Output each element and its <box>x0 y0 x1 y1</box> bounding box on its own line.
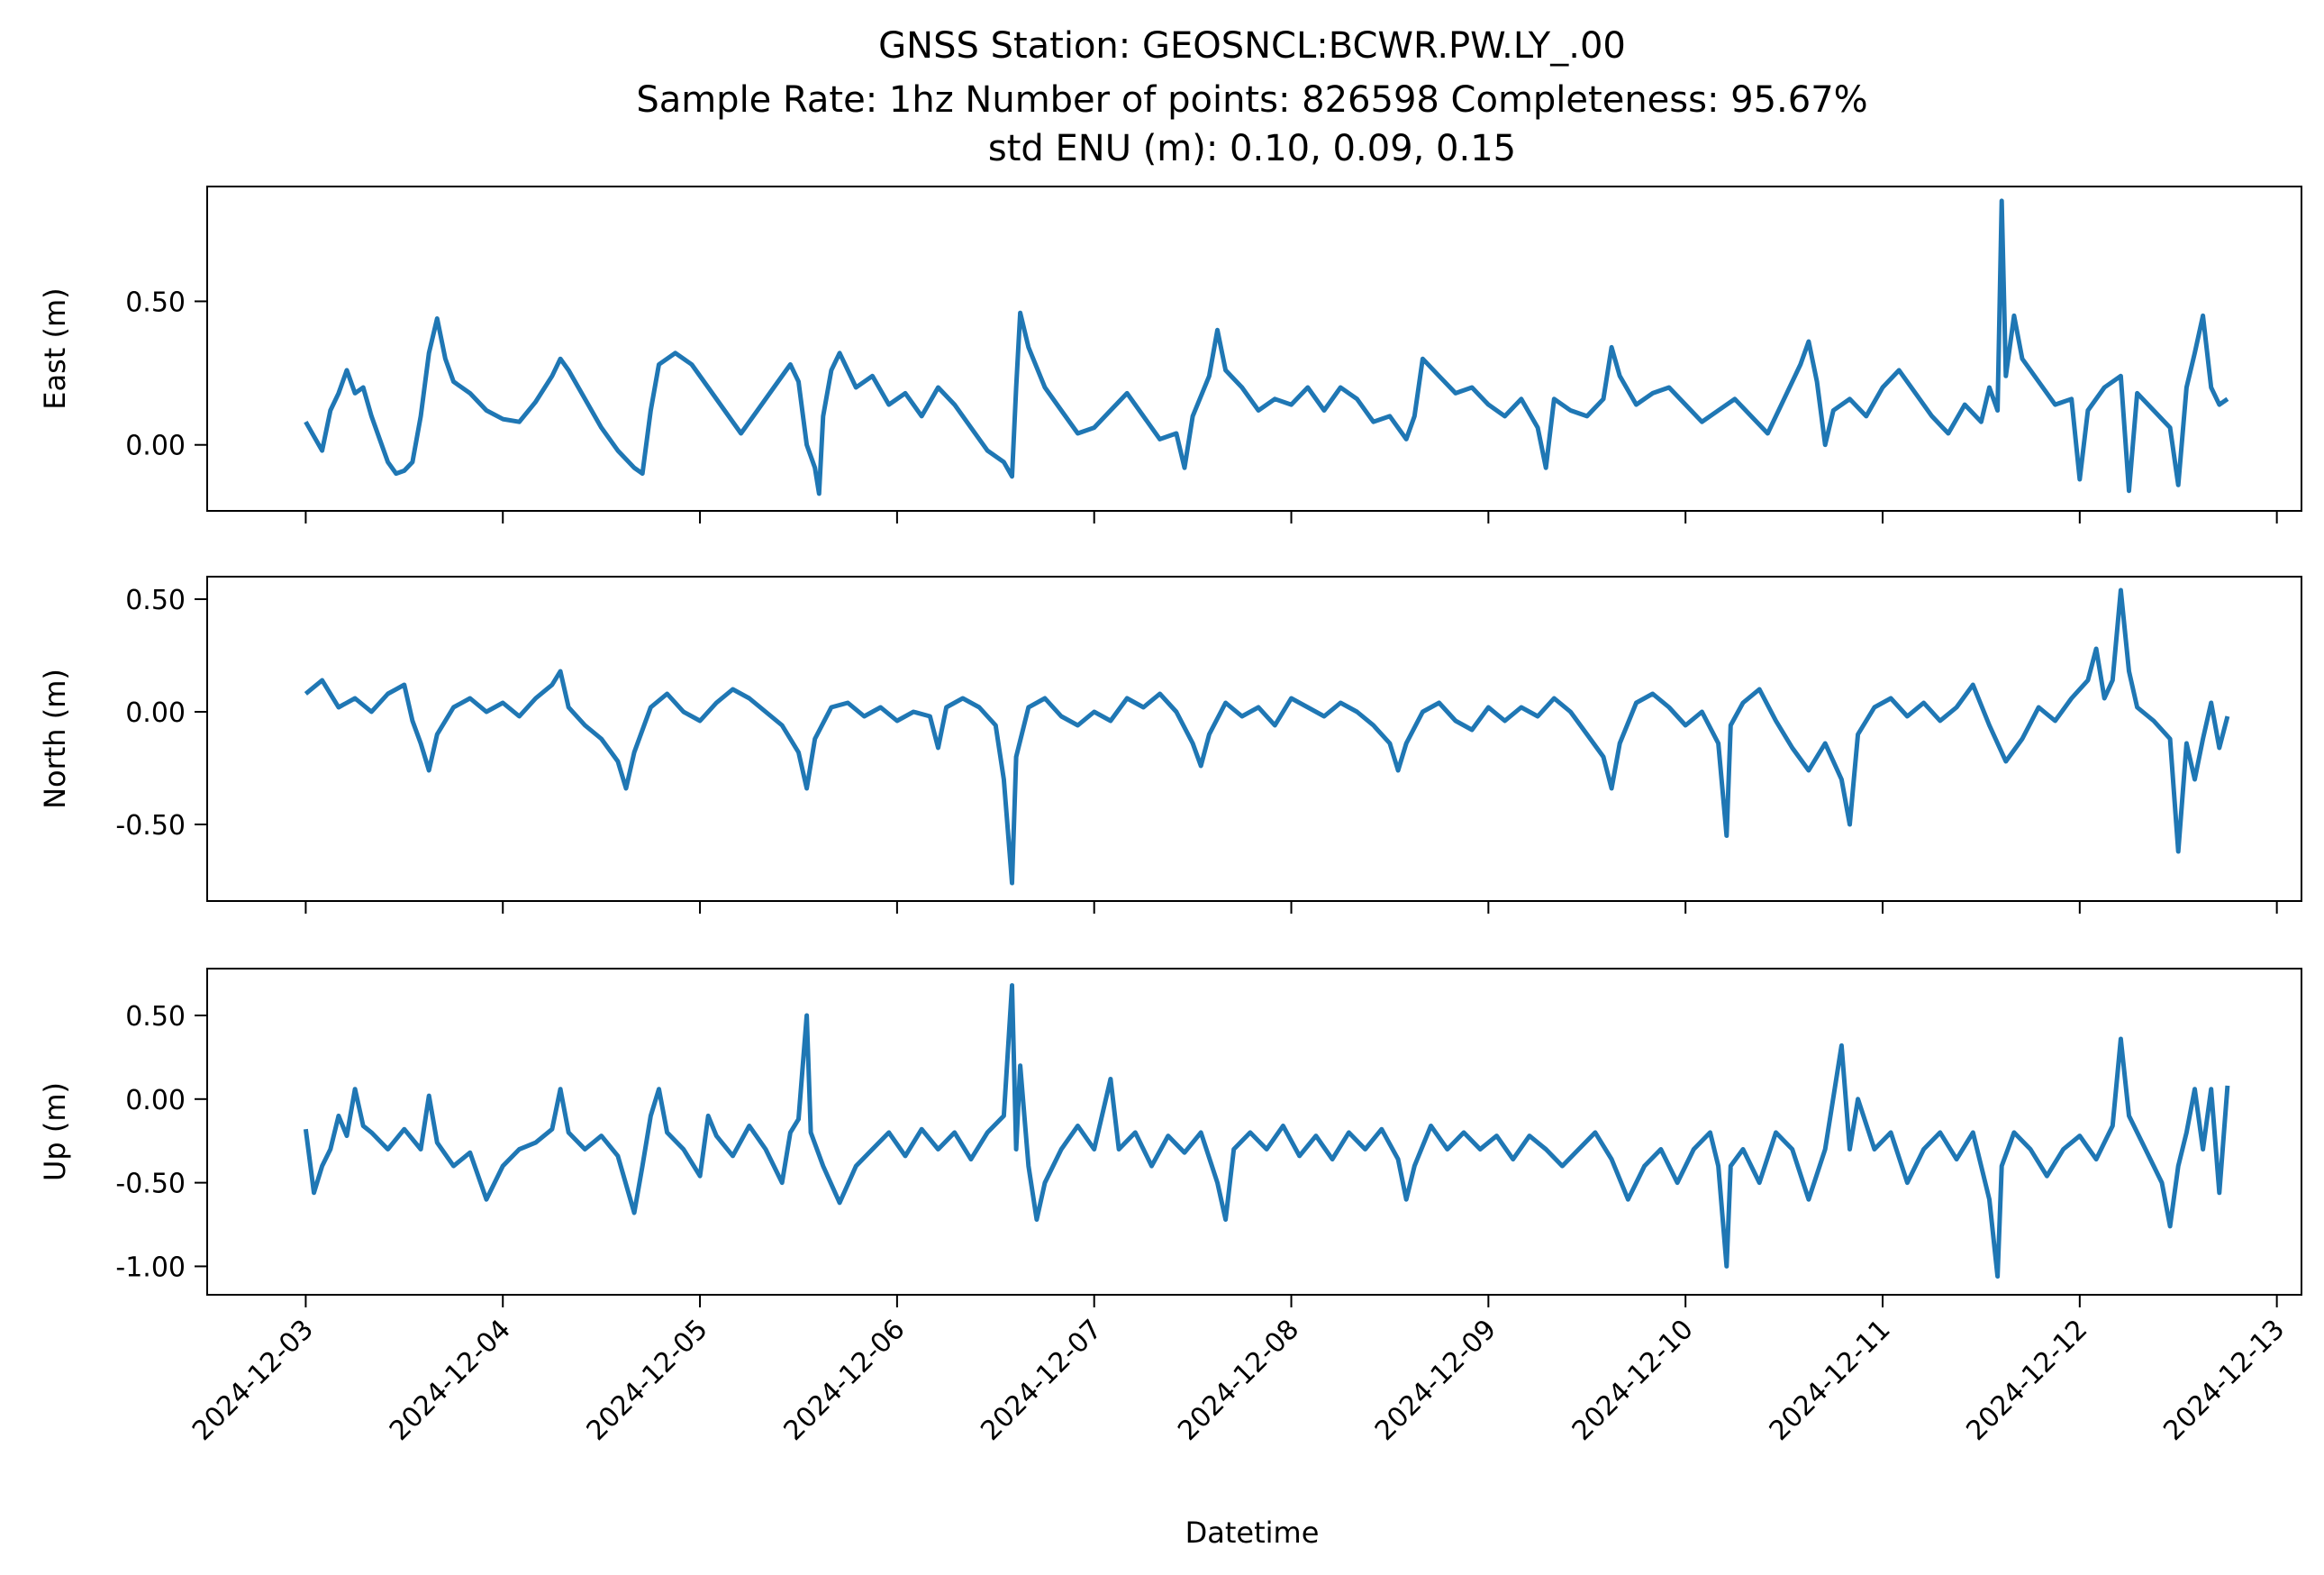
y-tick-label: 0.00 <box>125 1085 186 1116</box>
figure-title: GNSS Station: GEOSNCL:BCWR.PW.LY_.00 Sam… <box>636 25 1867 169</box>
x-tick-label: 2024-12-10 <box>1566 1314 1700 1447</box>
series-line-0 <box>304 198 2229 496</box>
y-tick-label: 0.50 <box>125 287 186 318</box>
x-tick-label: 2024-12-12 <box>1960 1314 2093 1447</box>
title-line-std-enu: std ENU (m): 0.10, 0.09, 0.15 <box>988 128 1516 169</box>
y-tick-label: 0.50 <box>125 1001 186 1033</box>
y-tick-label: 0.50 <box>125 585 186 616</box>
y-tick-label: 0.00 <box>125 697 186 729</box>
x-tick-label: 2024-12-06 <box>777 1314 911 1447</box>
east-panel: East (m) 0.00 0.50 <box>38 186 2302 523</box>
north-panel: North (m) -0.50 0.00 0.50 <box>38 576 2302 914</box>
east-plot-frame <box>206 186 2302 512</box>
y-tick-label: -0.50 <box>115 1169 186 1200</box>
up-panel: Up (m) -1.00 -0.50 0.00 0.50 <box>38 968 2302 1307</box>
x-tick-label: 2024-12-07 <box>975 1314 1108 1447</box>
x-tick-label: 2024-12-13 <box>2157 1314 2291 1447</box>
x-axis-label: Datetime <box>1185 1516 1320 1550</box>
title-line-station: GNSS Station: GEOSNCL:BCWR.PW.LY_.00 <box>878 25 1626 67</box>
x-tick-label: 2024-12-04 <box>384 1314 517 1447</box>
up-plot-frame <box>206 968 2302 1296</box>
x-tick-label: 2024-12-11 <box>1764 1314 1897 1447</box>
up-ylabel: Up (m) <box>38 1082 72 1181</box>
y-tick-label: -0.50 <box>115 810 186 842</box>
y-tick-label: 0.00 <box>125 431 186 462</box>
north-ylabel: North (m) <box>38 669 72 809</box>
title-line-sample-rate: Sample Rate: 1hz Number of points: 82659… <box>636 79 1867 121</box>
x-tick-label: 2024-12-05 <box>581 1314 714 1447</box>
x-tick-label: 2024-12-03 <box>186 1314 320 1447</box>
series-line-1 <box>304 587 2230 886</box>
north-plot-frame <box>206 576 2302 902</box>
x-tick-label: 2024-12-09 <box>1369 1314 1502 1447</box>
y-tick-label: -1.00 <box>115 1252 186 1283</box>
east-ylabel: East (m) <box>38 287 72 409</box>
series-line-2 <box>303 983 2230 1279</box>
x-tick-label: 2024-12-08 <box>1172 1314 1305 1447</box>
